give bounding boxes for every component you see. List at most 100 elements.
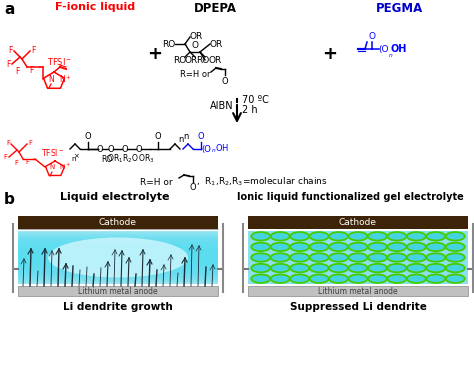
Ellipse shape	[329, 264, 348, 272]
Ellipse shape	[329, 275, 348, 283]
Bar	[18, 239, 218, 275]
Text: ,  R$_1$,R$_2$,R$_3$=molecular chains: , R$_1$,R$_2$,R$_3$=molecular chains	[196, 176, 328, 188]
Text: F-ionic liquid: F-ionic liquid	[55, 2, 135, 12]
Text: R=H or: R=H or	[140, 178, 173, 187]
Text: OH: OH	[391, 44, 407, 54]
Ellipse shape	[388, 243, 406, 251]
Bar	[248, 286, 468, 296]
Text: O: O	[85, 132, 91, 141]
Text: 70 ºC: 70 ºC	[242, 95, 269, 105]
Ellipse shape	[252, 275, 270, 283]
Bar	[248, 216, 468, 229]
Text: N$^+$: N$^+$	[59, 73, 72, 85]
Text: F: F	[25, 159, 29, 165]
Bar	[18, 248, 218, 264]
Bar	[18, 237, 218, 277]
Bar	[18, 251, 218, 261]
Ellipse shape	[349, 264, 367, 272]
Text: TFSI$^-$: TFSI$^-$	[41, 147, 64, 157]
Ellipse shape	[310, 264, 328, 272]
Ellipse shape	[388, 254, 406, 261]
Text: Ionic liquid functionalized gel electrolyte: Ionic liquid functionalized gel electrol…	[237, 192, 464, 202]
Ellipse shape	[291, 243, 309, 251]
Ellipse shape	[252, 254, 270, 261]
Bar	[18, 231, 218, 284]
Text: n: n	[183, 132, 189, 141]
Ellipse shape	[368, 254, 387, 261]
Text: DPEPA: DPEPA	[193, 2, 237, 15]
Bar	[18, 239, 218, 275]
Bar	[18, 241, 218, 273]
Ellipse shape	[427, 264, 445, 272]
Ellipse shape	[407, 232, 426, 240]
Text: RO: RO	[101, 154, 113, 163]
Text: TFSI$^-$: TFSI$^-$	[47, 55, 73, 67]
Text: O: O	[97, 144, 104, 153]
Bar	[18, 246, 218, 266]
Text: O: O	[136, 144, 143, 153]
Ellipse shape	[271, 254, 290, 261]
Ellipse shape	[329, 232, 348, 240]
Ellipse shape	[349, 254, 367, 261]
Ellipse shape	[427, 243, 445, 251]
Text: OR: OR	[190, 31, 203, 40]
Ellipse shape	[271, 232, 290, 240]
Ellipse shape	[48, 237, 188, 278]
Text: +: +	[322, 45, 337, 63]
Bar	[248, 231, 468, 284]
Bar	[18, 242, 218, 271]
Ellipse shape	[310, 243, 328, 251]
Bar	[18, 234, 218, 281]
Text: Li dendrite growth: Li dendrite growth	[63, 302, 173, 312]
Text: F: F	[16, 67, 20, 76]
Ellipse shape	[349, 243, 367, 251]
Text: $\times$: $\times$	[73, 152, 80, 160]
Bar	[18, 249, 218, 263]
Text: F: F	[3, 154, 7, 160]
Bar	[18, 243, 218, 270]
Ellipse shape	[407, 264, 426, 272]
Text: 2 h: 2 h	[242, 105, 258, 115]
Ellipse shape	[252, 243, 270, 251]
Ellipse shape	[427, 275, 445, 283]
Ellipse shape	[407, 243, 426, 251]
Text: $_n$: $_n$	[388, 50, 393, 59]
Ellipse shape	[291, 275, 309, 283]
Text: Cathode: Cathode	[339, 218, 377, 227]
Ellipse shape	[329, 254, 348, 261]
Bar	[18, 248, 218, 265]
Text: F: F	[9, 46, 13, 55]
Text: $_n$OH: $_n$OH	[211, 143, 229, 155]
Text: N: N	[49, 164, 55, 170]
Text: PEGMA: PEGMA	[376, 2, 424, 15]
Text: F: F	[28, 140, 32, 146]
Bar	[18, 250, 218, 263]
Bar	[18, 245, 218, 268]
Text: N: N	[48, 74, 54, 83]
Ellipse shape	[310, 232, 328, 240]
Bar	[18, 234, 218, 280]
Bar	[18, 286, 218, 296]
Ellipse shape	[349, 275, 367, 283]
Bar	[18, 247, 218, 266]
Text: n: n	[178, 135, 183, 144]
Bar	[18, 246, 218, 267]
Text: O: O	[108, 144, 115, 153]
Ellipse shape	[446, 254, 465, 261]
Ellipse shape	[407, 254, 426, 261]
Ellipse shape	[271, 275, 290, 283]
Ellipse shape	[291, 264, 309, 272]
Ellipse shape	[310, 254, 328, 261]
Text: F: F	[29, 65, 33, 74]
Bar	[18, 235, 218, 279]
Bar	[18, 251, 218, 261]
Ellipse shape	[368, 275, 387, 283]
Ellipse shape	[271, 243, 290, 251]
Text: O: O	[190, 183, 196, 192]
Ellipse shape	[310, 275, 328, 283]
Bar	[18, 243, 218, 270]
Bar	[18, 244, 218, 269]
Bar	[18, 232, 218, 282]
Ellipse shape	[427, 254, 445, 261]
Text: AIBN: AIBN	[210, 101, 234, 111]
